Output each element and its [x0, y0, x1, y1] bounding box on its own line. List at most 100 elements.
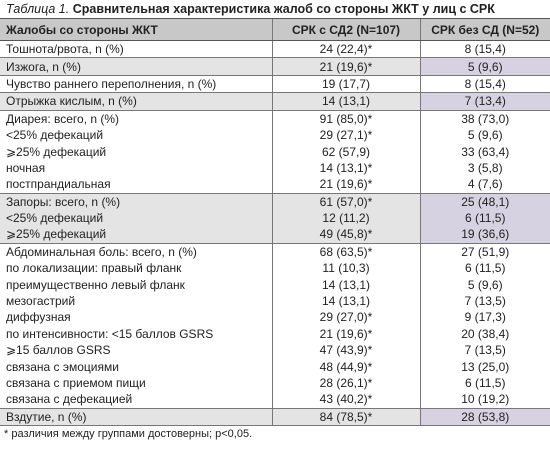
value-cell: 29 (27,1)* — [271, 126, 420, 144]
value-cell: 14 (13,1)* — [271, 159, 420, 177]
footnote: * различия между группами достоверны; p<… — [4, 427, 253, 440]
row-group: Изжога, n (%) 21 (19,6)* 5 (9,6) — [0, 57, 550, 76]
table-row: по интенсивности: <15 баллов GSRS 21 (19,… — [0, 325, 550, 343]
row-label: диффузная — [6, 310, 71, 325]
value-cell: 19 (36,6) — [419, 226, 550, 244]
value-cell: 24 (22,4)* — [271, 40, 420, 58]
value-cell: 19 (17,7) — [271, 75, 420, 93]
value-cell: 61 (57,0)* — [271, 193, 420, 210]
value-cell: 21 (19,6)* — [271, 325, 420, 343]
value-cell: 6 (11,5) — [419, 374, 550, 392]
caption-title: Сравнительная характеристика жалоб со ст… — [72, 2, 495, 16]
row-label: Изжога, n (%) — [0, 57, 272, 76]
value-cell: 21 (19,6)* — [271, 176, 420, 194]
row-label: по интенсивности: <15 баллов GSRS — [6, 326, 214, 341]
table-row: Диарея: всего, n (%) 91 (85,0)* 38 (73,0) — [0, 110, 550, 127]
value-cell: 14 (13,1) — [271, 292, 420, 310]
table-row: ⩾15 баллов GSRS 47 (43,9)* 7 (13,5) — [0, 342, 550, 359]
row-group: Отрыжка кислым, n (%) 14 (13,1) 7 (13,4) — [0, 92, 550, 111]
value-cell: 47 (43,9)* — [271, 342, 420, 359]
value-cell: 4 (7,6) — [419, 176, 550, 194]
value-cell: 6 (11,5) — [419, 209, 550, 227]
table-row: Изжога, n (%) 21 (19,6)* 5 (9,6) — [0, 57, 550, 76]
row-label: преимущественно левый фланк — [6, 277, 185, 292]
table-row: Абдоминальная боль: всего, n (%) 68 (63,5… — [0, 243, 550, 261]
value-cell: 28 (26,1)* — [271, 374, 420, 392]
row-label: Вздутие, n (%) — [0, 408, 272, 426]
value-cell: 8 (15,4) — [419, 40, 550, 58]
row-group: Абдоминальная боль: всего, n (%) 68 (63,5… — [0, 243, 550, 409]
column-header: Жалобы со стороны ЖКТ — [0, 18, 272, 41]
value-cell: 14 (13,1) — [271, 92, 420, 111]
value-cell: 28 (53,8) — [419, 408, 550, 426]
row-label: по локализации: правый фланк — [6, 261, 182, 276]
value-cell: 5 (9,6) — [419, 57, 550, 76]
table-row: постпрандиальная 21 (19,6)* 4 (7,6) — [0, 176, 550, 194]
value-cell: 43 (40,2)* — [271, 391, 420, 409]
row-label: связана с эмоциями — [6, 359, 119, 374]
row-label: Запоры: всего, n (%) — [0, 193, 272, 210]
table-row: Запоры: всего, n (%) 61 (57,0)* 25 (48,1) — [0, 193, 550, 210]
row-label: связана с дефекацией — [6, 392, 133, 407]
column-header: СРК с СД2 (N=107) — [271, 18, 420, 41]
row-label: <25% дефекаций — [6, 128, 104, 143]
value-cell: 7 (13,5) — [419, 342, 550, 359]
row-label: ⩾15 баллов GSRS — [6, 343, 111, 358]
value-cell: 8 (15,4) — [419, 75, 550, 93]
value-cell: 21 (19,6)* — [271, 57, 420, 76]
row-group: Диарея: всего, n (%) 91 (85,0)* 38 (73,0) <… — [0, 110, 550, 194]
row-group: Чувство раннего переполнения, n (%) 19 (1… — [0, 75, 550, 93]
table-row: <25% дефекаций 12 (11,2) 6 (11,5) — [0, 209, 550, 227]
row-label: постпрандиальная — [6, 177, 111, 192]
table-caption: Таблица 1. Сравнительная характеристика … — [0, 0, 550, 18]
table-row: связана с эмоциями 48 (44,9)* 13 (25,0) — [0, 358, 550, 375]
row-group: Запоры: всего, n (%) 61 (57,0)* 25 (48,1) <… — [0, 193, 550, 244]
row-label: связана с приемом пищи — [6, 376, 146, 390]
value-cell: 25 (48,1) — [419, 193, 550, 210]
value-cell: 7 (13,4) — [419, 92, 550, 111]
table-row: Тошнота/рвота, n (%) 24 (22,4)* 8 (15,4) — [0, 40, 550, 58]
row-label: Диарея: всего, n (%) — [6, 111, 120, 126]
table-row: связана с дефекацией 43 (40,2)* 10 (19,2) — [0, 391, 550, 409]
row-group: Вздутие, n (%) 84 (78,5)* 28 (53,8) — [0, 408, 550, 426]
value-cell: 12 (11,2) — [271, 209, 420, 227]
table-row: Чувство раннего переполнения, n (%) 19 (1… — [0, 75, 550, 93]
table-row: ⩾25% дефекаций 49 (45,8)* 19 (36,6) — [0, 226, 550, 244]
table-row: ночная 14 (13,1)* 3 (5,8) — [0, 159, 550, 177]
value-cell: 9 (17,3) — [419, 309, 550, 326]
value-cell: 11 (10,3) — [271, 260, 420, 277]
row-label: Тошнота/рвота, n (%) — [6, 42, 124, 57]
table-row: преимущественно левый фланк 14 (13,1) 5 (9… — [0, 276, 550, 293]
value-cell: 5 (9,6) — [419, 126, 550, 144]
table-row: по локализации: правый фланк 11 (10,3) 6 (… — [0, 260, 550, 277]
value-cell: 10 (19,2) — [419, 391, 550, 409]
row-label: <25% дефекаций — [0, 209, 272, 227]
value-cell: 29 (27,0)* — [271, 309, 420, 326]
row-group: Тошнота/рвота, n (%) 24 (22,4)* 8 (15,4) — [0, 40, 550, 58]
value-cell: 91 (85,0)* — [271, 110, 420, 127]
value-cell: 14 (13,1) — [271, 276, 420, 293]
value-cell: 20 (38,4) — [419, 325, 550, 343]
value-cell: 13 (25,0) — [419, 358, 550, 375]
value-cell: 62 (57,9) — [271, 143, 420, 160]
value-cell: 27 (51,9) — [419, 243, 550, 261]
data-table: Жалобы со стороны ЖКТ СРК с СД2 (N=107) СР… — [0, 18, 550, 426]
table-row: Вздутие, n (%) 84 (78,5)* 28 (53,8) — [0, 408, 550, 426]
row-label: ночная — [6, 160, 46, 175]
table-row: <25% дефекаций 29 (27,1)* 5 (9,6) — [0, 126, 550, 144]
row-label: ⩾25% дефекаций — [0, 226, 272, 244]
header-row: Жалобы со стороны ЖКТ СРК с СД2 (N=107) СР… — [0, 18, 550, 41]
row-label: Чувство раннего переполнения, n (%) — [6, 76, 217, 91]
table-row: диффузная 29 (27,0)* 9 (17,3) — [0, 309, 550, 326]
value-cell: 38 (73,0) — [419, 110, 550, 127]
caption-label: Таблица 1. — [6, 2, 70, 16]
row-label: ⩾25% дефекаций — [6, 144, 107, 159]
row-label: Отрыжка кислым, n (%) — [0, 92, 272, 111]
table-row: ⩾25% дефекаций 62 (57,9) 33 (63,4) — [0, 143, 550, 160]
value-cell: 7 (13,5) — [419, 292, 550, 310]
table-row: связана с приемом пищи 28 (26,1)* 6 (11,5) — [0, 374, 550, 392]
value-cell: 6 (11,5) — [419, 260, 550, 277]
table-row: мезогастрий 14 (13,1) 7 (13,5) — [0, 292, 550, 310]
table-row: Отрыжка кислым, n (%) 14 (13,1) 7 (13,4) — [0, 92, 550, 111]
